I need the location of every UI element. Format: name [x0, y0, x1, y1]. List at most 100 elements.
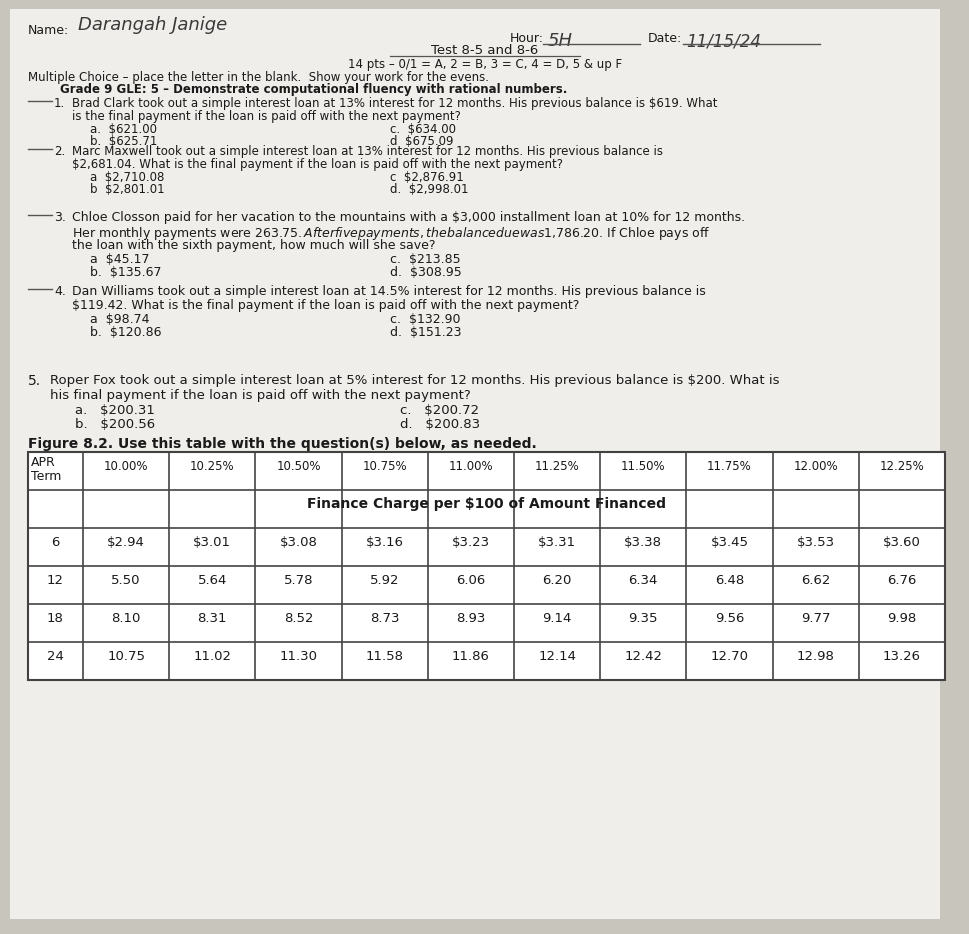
Text: $3.16: $3.16: [365, 535, 403, 548]
Text: 8.73: 8.73: [369, 612, 399, 625]
Text: Chloe Closson paid for her vacation to the mountains with a $3,000 installment l: Chloe Closson paid for her vacation to t…: [72, 211, 744, 224]
Text: 6: 6: [51, 535, 60, 548]
Text: Darangah Janige: Darangah Janige: [78, 16, 227, 34]
Text: $3.53: $3.53: [796, 535, 834, 548]
Text: c.   $200.72: c. $200.72: [399, 404, 479, 417]
Text: $119.42. What is the final payment if the loan is paid off with the next payment: $119.42. What is the final payment if th…: [72, 299, 578, 312]
Text: 9.35: 9.35: [628, 612, 657, 625]
Text: 11.75%: 11.75%: [706, 460, 751, 473]
Text: Dan Williams took out a simple interest loan at 14.5% interest for 12 months. Hi: Dan Williams took out a simple interest …: [72, 285, 705, 298]
Text: 12: 12: [47, 573, 64, 587]
Text: 10.75%: 10.75%: [362, 460, 407, 473]
Text: 6.76: 6.76: [887, 573, 916, 587]
Text: c.  $634.00: c. $634.00: [390, 123, 455, 136]
Bar: [28, 452, 944, 680]
Text: d.   $200.83: d. $200.83: [399, 418, 480, 431]
Text: his final payment if the loan is paid off with the next payment?: his final payment if the loan is paid of…: [50, 389, 470, 402]
Text: $3.38: $3.38: [624, 535, 662, 548]
Text: Grade 9 GLE: 5 – Demonstrate computational fluency with rational numbers.: Grade 9 GLE: 5 – Demonstrate computation…: [60, 83, 567, 96]
Text: Roper Fox took out a simple interest loan at 5% interest for 12 months. His prev: Roper Fox took out a simple interest loa…: [50, 374, 779, 387]
Text: 11.58: 11.58: [365, 649, 403, 662]
Text: Her monthly payments were $263.75. After five payments, the balance due was $1,7: Her monthly payments were $263.75. After…: [72, 225, 709, 242]
Text: 8.10: 8.10: [111, 612, 141, 625]
Text: Date:: Date:: [647, 32, 681, 45]
Text: 6.62: 6.62: [800, 573, 829, 587]
Text: 8.31: 8.31: [198, 612, 227, 625]
Text: $3.01: $3.01: [193, 535, 231, 548]
Text: 6.20: 6.20: [542, 573, 571, 587]
Text: 11.02: 11.02: [193, 649, 231, 662]
Text: Figure 8.2. Use this table with the question(s) below, as needed.: Figure 8.2. Use this table with the ques…: [28, 437, 536, 451]
Text: 5.64: 5.64: [198, 573, 227, 587]
Text: $3.23: $3.23: [452, 535, 489, 548]
Text: 9.14: 9.14: [542, 612, 571, 625]
Text: Brad Clark took out a simple interest loan at 13% interest for 12 months. His pr: Brad Clark took out a simple interest lo…: [72, 97, 717, 110]
Text: Multiple Choice – place the letter in the blank.  Show your work for the evens.: Multiple Choice – place the letter in th…: [28, 71, 488, 84]
Text: 24: 24: [47, 649, 64, 662]
Text: 3.: 3.: [54, 211, 66, 224]
Text: d.  $151.23: d. $151.23: [390, 326, 461, 339]
Text: a  $2,710.08: a $2,710.08: [90, 171, 164, 184]
Text: Name:: Name:: [28, 24, 69, 37]
Text: 12.14: 12.14: [538, 649, 576, 662]
Text: 1.: 1.: [54, 97, 65, 110]
Text: a  $98.74: a $98.74: [90, 313, 149, 326]
Text: $2.94: $2.94: [107, 535, 145, 548]
Text: $2,681.04. What is the final payment if the loan is paid off with the next payme: $2,681.04. What is the final payment if …: [72, 158, 562, 171]
Text: 8.52: 8.52: [284, 612, 313, 625]
Text: a.   $200.31: a. $200.31: [75, 404, 155, 417]
Text: 5H: 5H: [547, 32, 573, 50]
Text: 10.50%: 10.50%: [276, 460, 321, 473]
Text: 5.92: 5.92: [369, 573, 399, 587]
Text: 11.50%: 11.50%: [620, 460, 665, 473]
Text: c  $2,876.91: c $2,876.91: [390, 171, 463, 184]
Text: $3.45: $3.45: [709, 535, 748, 548]
Text: 5.: 5.: [28, 374, 41, 388]
Text: 9.56: 9.56: [714, 612, 743, 625]
Text: b.   $200.56: b. $200.56: [75, 418, 155, 431]
Text: Marc Maxwell took out a simple interest loan at 13% interest for 12 months. His : Marc Maxwell took out a simple interest …: [72, 145, 663, 158]
Text: $3.60: $3.60: [882, 535, 920, 548]
Text: 10.75: 10.75: [107, 649, 145, 662]
Text: b.  $135.67: b. $135.67: [90, 266, 161, 279]
Text: 2.: 2.: [54, 145, 65, 158]
Text: b.  $120.86: b. $120.86: [90, 326, 161, 339]
Text: 11.30: 11.30: [279, 649, 317, 662]
Text: 10.25%: 10.25%: [190, 460, 234, 473]
Text: 6.06: 6.06: [455, 573, 485, 587]
Text: 18: 18: [47, 612, 64, 625]
Text: 11.25%: 11.25%: [534, 460, 578, 473]
Text: 11.00%: 11.00%: [448, 460, 492, 473]
Text: 9.98: 9.98: [887, 612, 916, 625]
Text: d.  $2,998.01: d. $2,998.01: [390, 183, 468, 196]
Text: APR: APR: [31, 456, 55, 469]
Text: 14 pts – 0/1 = A, 2 = B, 3 = C, 4 = D, 5 & up F: 14 pts – 0/1 = A, 2 = B, 3 = C, 4 = D, 5…: [348, 58, 621, 71]
Text: 4.: 4.: [54, 285, 66, 298]
Text: d  $675.09: d $675.09: [390, 135, 453, 148]
Text: 5.78: 5.78: [284, 573, 313, 587]
Text: 10.00%: 10.00%: [104, 460, 148, 473]
Text: c.  $213.85: c. $213.85: [390, 253, 460, 266]
Text: 12.42: 12.42: [624, 649, 662, 662]
Text: 13.26: 13.26: [882, 649, 920, 662]
Text: 12.98: 12.98: [796, 649, 833, 662]
Text: Term: Term: [31, 470, 61, 483]
Text: Test 8-5 and 8-6: Test 8-5 and 8-6: [431, 44, 538, 57]
Text: b  $2,801.01: b $2,801.01: [90, 183, 165, 196]
Text: $3.08: $3.08: [279, 535, 317, 548]
Text: Finance Charge per $100 of Amount Financed: Finance Charge per $100 of Amount Financ…: [306, 497, 666, 511]
Text: 5.50: 5.50: [111, 573, 141, 587]
Text: 11.86: 11.86: [452, 649, 489, 662]
Text: the loan with the sixth payment, how much will she save?: the loan with the sixth payment, how muc…: [72, 239, 435, 252]
Text: 6.34: 6.34: [628, 573, 657, 587]
Text: 6.48: 6.48: [714, 573, 743, 587]
Text: 12.00%: 12.00%: [793, 460, 837, 473]
Text: is the final payment if the loan is paid off with the next payment?: is the final payment if the loan is paid…: [72, 110, 460, 123]
Text: 9.77: 9.77: [800, 612, 829, 625]
Text: c.  $132.90: c. $132.90: [390, 313, 460, 326]
Text: a  $45.17: a $45.17: [90, 253, 149, 266]
Text: 11/15/24: 11/15/24: [685, 32, 761, 50]
Text: 12.25%: 12.25%: [879, 460, 923, 473]
Text: a.  $621.00: a. $621.00: [90, 123, 157, 136]
Text: Hour:: Hour:: [510, 32, 544, 45]
